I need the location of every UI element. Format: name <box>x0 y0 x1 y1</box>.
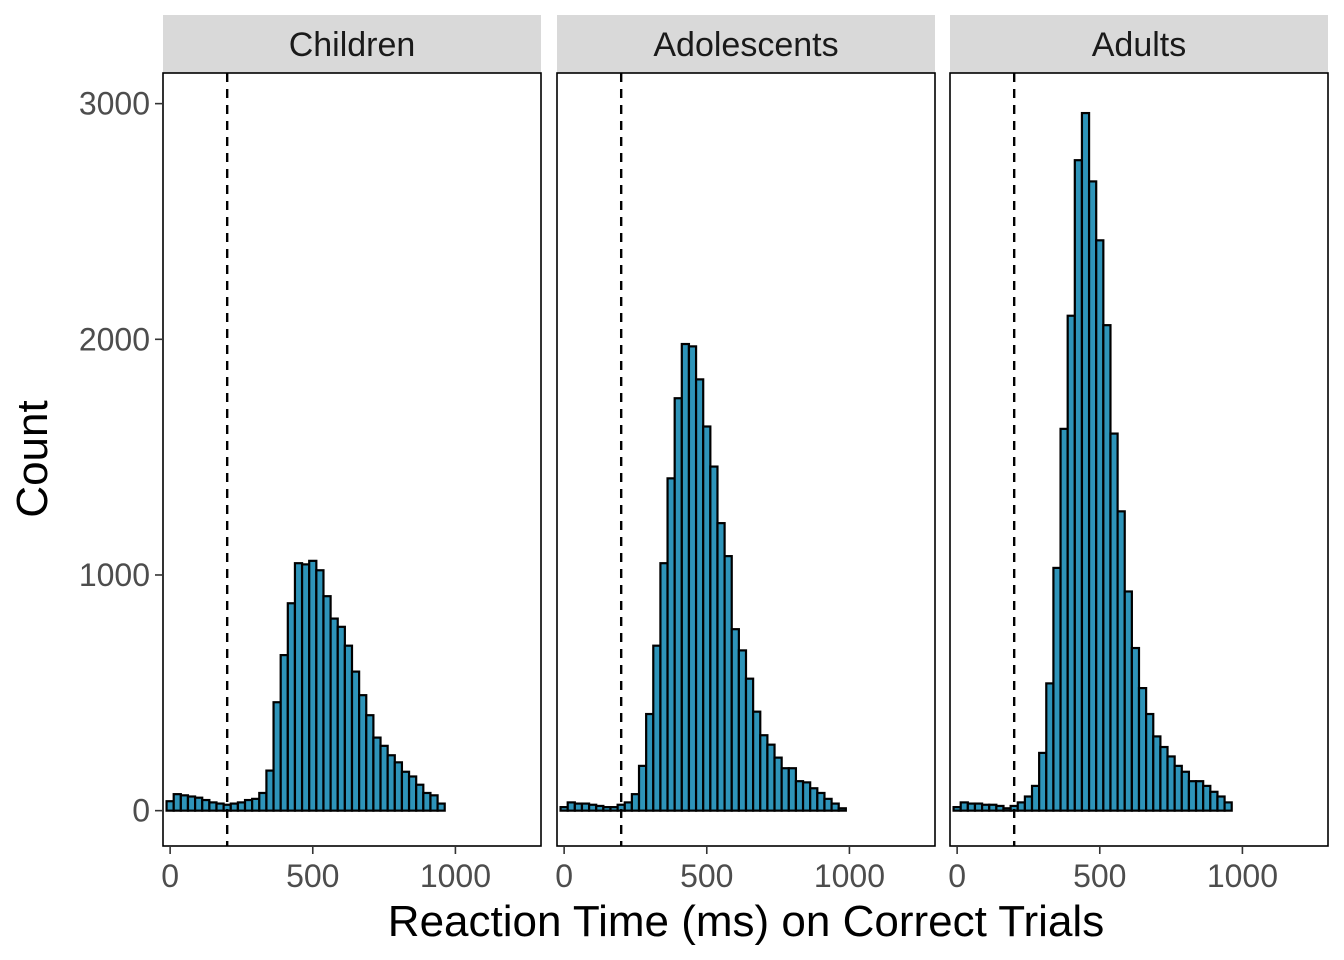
x-tick-label: 0 <box>161 858 179 894</box>
facet-panel-children: Children 0 500 1000 <box>161 15 542 894</box>
y-tick-label: 3000 <box>79 86 150 122</box>
y-tick-label: 2000 <box>79 321 150 357</box>
facet-strip-label-adolescents: Adolescents <box>653 26 838 64</box>
x-tick-label: 1000 <box>420 858 491 894</box>
x-tick-label: 1000 <box>1207 858 1278 894</box>
x-tick-label: 0 <box>948 858 966 894</box>
x-tick-label: 0 <box>555 858 573 894</box>
y-axis-title: Count <box>8 400 57 517</box>
panel-border <box>556 72 936 847</box>
facet-strip-label-adults: Adults <box>1092 26 1187 64</box>
x-tick-label: 500 <box>286 858 339 894</box>
histogram-bar <box>837 807 847 812</box>
y-axis: 0 1000 2000 3000 <box>79 86 163 829</box>
panel-border <box>162 72 542 847</box>
x-axis-title: Reaction Time (ms) on Correct Trials <box>388 897 1104 946</box>
y-tick-label: 1000 <box>79 557 150 593</box>
facet-strip-label-children: Children <box>289 26 416 64</box>
x-tick-label: 500 <box>680 858 733 894</box>
facet-panel-adults: Adults 0 500 1000 <box>948 15 1329 894</box>
histogram-bar <box>830 802 840 812</box>
facet-panel-adolescents: Adolescents 0 500 1000 <box>555 15 936 894</box>
facet-strip-children <box>163 15 541 73</box>
y-tick-label: 0 <box>132 793 150 829</box>
facet-strip-adults <box>950 15 1328 73</box>
x-tick-label: 500 <box>1073 858 1126 894</box>
x-tick-label: 1000 <box>814 858 885 894</box>
histogram-bar <box>1223 801 1233 812</box>
histogram-bar <box>436 802 446 812</box>
panel-border <box>949 72 1329 847</box>
facet-strip-adolescents <box>557 15 935 73</box>
